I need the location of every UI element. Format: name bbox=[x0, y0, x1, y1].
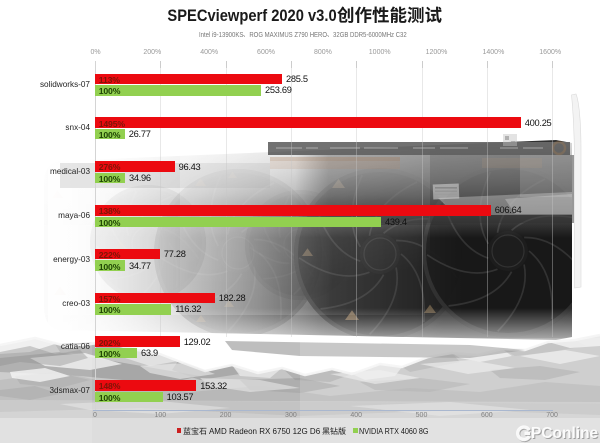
svg-text:PConline: PConline bbox=[532, 426, 600, 443]
svg-text:PConline: PConline bbox=[531, 425, 599, 442]
